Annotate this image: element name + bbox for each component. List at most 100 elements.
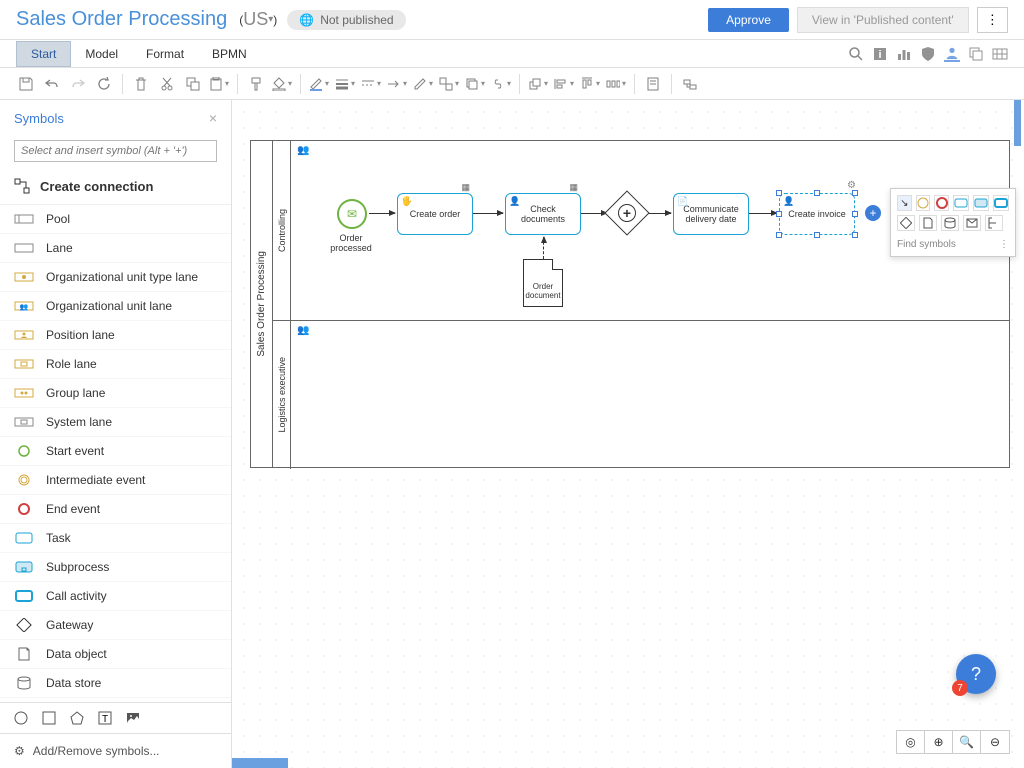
- shield-icon[interactable]: [920, 46, 936, 62]
- data-association[interactable]: [543, 237, 544, 259]
- edit-icon[interactable]: [411, 72, 435, 96]
- paste-icon[interactable]: [207, 72, 231, 96]
- switch-icon[interactable]: [678, 72, 702, 96]
- qp-connection-icon[interactable]: ↘: [897, 195, 912, 211]
- symbol-item-start[interactable]: Start event: [0, 437, 231, 466]
- more-icon[interactable]: ⋮: [999, 239, 1009, 250]
- group-icon[interactable]: [437, 72, 461, 96]
- task-check-documents[interactable]: 👤 ▦ Check documents: [505, 193, 581, 235]
- symbol-item-pool[interactable]: Pool: [0, 205, 231, 234]
- line-style-icon[interactable]: [359, 72, 383, 96]
- task-communicate-date[interactable]: 📄 Communicate delivery date: [673, 193, 749, 235]
- qp-subprocess-icon[interactable]: [973, 195, 989, 211]
- more-menu-button[interactable]: ⋮: [977, 7, 1008, 33]
- data-object[interactable]: Order document: [523, 259, 563, 307]
- canvas[interactable]: Sales Order Processing Controlling 👥 ✉ O…: [232, 100, 1024, 768]
- text-shape-icon[interactable]: T: [98, 711, 112, 725]
- lane-logistics[interactable]: Logistics executive 👥: [273, 321, 1009, 469]
- find-symbols-label[interactable]: Find symbols: [897, 239, 956, 250]
- close-sidebar-icon[interactable]: ×: [209, 110, 217, 126]
- format-painter-icon[interactable]: [244, 72, 268, 96]
- task-create-order[interactable]: 🖐 ▦ Create order: [397, 193, 473, 235]
- horizontal-scrollbar[interactable]: [232, 758, 288, 768]
- search-icon[interactable]: [848, 46, 864, 62]
- gateway[interactable]: +: [604, 190, 649, 235]
- task-create-invoice[interactable]: 👤 Create invoice ⚙: [779, 193, 855, 235]
- add-remove-symbols-button[interactable]: ⚙ Add/Remove symbols...: [0, 733, 231, 768]
- link-icon[interactable]: [489, 72, 513, 96]
- cut-icon[interactable]: [155, 72, 179, 96]
- distribute-icon[interactable]: [604, 72, 628, 96]
- sequence-flow[interactable]: [369, 213, 395, 214]
- zoom-out-icon[interactable]: ⊖: [981, 731, 1009, 753]
- symbol-item-intermediate[interactable]: Intermediate event: [0, 466, 231, 495]
- layers-icon[interactable]: [968, 46, 984, 62]
- attributes-icon[interactable]: [641, 72, 665, 96]
- start-event[interactable]: ✉: [337, 199, 367, 229]
- refresh-icon[interactable]: [92, 72, 116, 96]
- symbol-item-role[interactable]: Role lane: [0, 350, 231, 379]
- chart-icon[interactable]: [896, 46, 912, 62]
- line-color-icon[interactable]: [307, 72, 331, 96]
- align-icon[interactable]: [552, 72, 576, 96]
- symbol-item-position[interactable]: Position lane: [0, 321, 231, 350]
- symbol-item-end[interactable]: End event: [0, 495, 231, 524]
- symbol-item-lane[interactable]: Lane: [0, 234, 231, 263]
- symbol-item-call[interactable]: Call activity: [0, 582, 231, 611]
- publish-status-badge[interactable]: 🌐 Not published: [287, 10, 405, 30]
- symbol-item-datastore[interactable]: Data store: [0, 669, 231, 698]
- vertical-scrollbar[interactable]: [1014, 100, 1021, 146]
- zoom-in-icon[interactable]: 🔍: [953, 731, 981, 753]
- symbol-item-gateway[interactable]: Gateway: [0, 611, 231, 640]
- menu-bpmn[interactable]: BPMN: [198, 42, 261, 66]
- menu-start[interactable]: Start: [16, 41, 71, 67]
- symbol-item-org[interactable]: 👥Organizational unit lane: [0, 292, 231, 321]
- qp-message-icon[interactable]: [963, 215, 981, 231]
- connector-icon[interactable]: [385, 72, 409, 96]
- info-icon[interactable]: i: [872, 46, 888, 62]
- approve-button[interactable]: Approve: [708, 8, 789, 32]
- arrange-icon[interactable]: [463, 72, 487, 96]
- save-icon[interactable]: [14, 72, 38, 96]
- sequence-flow[interactable]: [749, 213, 777, 214]
- zoom-actual-icon[interactable]: ⊕: [925, 731, 953, 753]
- order-icon[interactable]: [526, 72, 550, 96]
- circle-shape-icon[interactable]: [14, 711, 28, 725]
- view-published-button[interactable]: View in 'Published content': [797, 7, 969, 33]
- symbol-item-org-type[interactable]: Organizational unit type lane: [0, 263, 231, 292]
- qp-call-icon[interactable]: [993, 195, 1009, 211]
- symbol-search-input[interactable]: [14, 140, 217, 162]
- qp-end-event-icon[interactable]: [934, 195, 949, 211]
- redo-icon[interactable]: [66, 72, 90, 96]
- create-connection-button[interactable]: Create connection: [0, 170, 231, 205]
- menu-model[interactable]: Model: [71, 42, 132, 66]
- zoom-fit-icon[interactable]: ◎: [897, 731, 925, 753]
- align-h-icon[interactable]: [578, 72, 602, 96]
- grid-icon[interactable]: [992, 46, 1008, 62]
- symbol-item-subprocess[interactable]: Subprocess: [0, 553, 231, 582]
- pentagon-shape-icon[interactable]: [70, 711, 84, 725]
- image-shape-icon[interactable]: [126, 711, 140, 725]
- symbol-item-dataobj[interactable]: Data object: [0, 640, 231, 669]
- qp-task-icon[interactable]: [953, 195, 969, 211]
- qp-intermediate-event-icon[interactable]: [916, 195, 931, 211]
- sequence-flow[interactable]: [473, 213, 503, 214]
- line-weight-icon[interactable]: [333, 72, 357, 96]
- symbol-item-group[interactable]: Group lane: [0, 379, 231, 408]
- symbol-item-system[interactable]: System lane: [0, 408, 231, 437]
- menu-format[interactable]: Format: [132, 42, 198, 66]
- undo-icon[interactable]: [40, 72, 64, 96]
- gear-icon[interactable]: ⚙: [847, 180, 856, 191]
- qp-dataobj-icon[interactable]: [919, 215, 937, 231]
- delete-icon[interactable]: [129, 72, 153, 96]
- qp-datastore-icon[interactable]: [941, 215, 959, 231]
- sequence-flow[interactable]: [581, 213, 607, 214]
- locale-selector[interactable]: (US ▾): [239, 9, 277, 30]
- copy-icon[interactable]: [181, 72, 205, 96]
- square-shape-icon[interactable]: [42, 711, 56, 725]
- sequence-flow[interactable]: [649, 213, 671, 214]
- qp-annotation-icon[interactable]: [985, 215, 1003, 231]
- qp-gateway-icon[interactable]: [897, 215, 915, 231]
- fill-color-icon[interactable]: [270, 72, 294, 96]
- add-node-button[interactable]: +: [865, 205, 881, 221]
